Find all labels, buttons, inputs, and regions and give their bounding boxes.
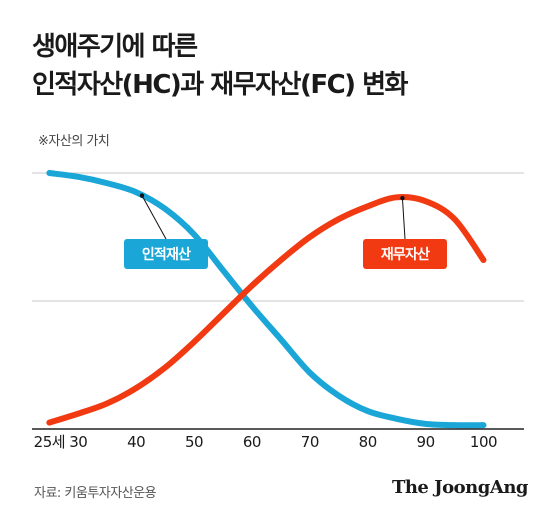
- x-tick-label: 30: [69, 433, 87, 451]
- series-label-1: 재무자산: [381, 246, 430, 263]
- x-tick-label: 80: [359, 433, 377, 451]
- series-label-0: 인적재산: [142, 246, 191, 263]
- label-leader-0: [141, 195, 167, 240]
- x-tick-label: 100: [470, 433, 497, 451]
- series-label-pill-0: [124, 239, 208, 269]
- x-tick-label: 60: [243, 433, 261, 451]
- series-labels: 인적재산 재무자산: [124, 193, 447, 269]
- label-marker-dot-0: [139, 193, 145, 198]
- series-line-0: [46, 170, 487, 429]
- x-tick-label: 25세: [34, 433, 65, 451]
- x-axis: 25세 30 40 50 60 70 80 90 100: [32, 428, 524, 451]
- chart-title-line1: 생애주기에 따른: [32, 32, 198, 62]
- chart-subtitle: ※자산의 가치: [38, 134, 110, 149]
- x-tick-label: 70: [301, 433, 319, 451]
- x-tick-label: 50: [185, 433, 203, 451]
- label-leader-1: [401, 198, 406, 240]
- source-note: 자료: 키움투자자산운용: [34, 486, 157, 501]
- series-line-1: [46, 194, 487, 426]
- x-tick-label: 90: [417, 433, 435, 451]
- x-tick-label: 40: [127, 433, 145, 451]
- label-marker-dot-1: [400, 195, 405, 201]
- brand-logo: The JoongAng: [391, 477, 529, 498]
- series-layer: [46, 170, 487, 429]
- series-label-pill-1: [363, 239, 447, 269]
- chart-title-line2: 인적자산(HC)과 재무자산(FC) 변화: [32, 70, 408, 100]
- grid-layer: [32, 172, 524, 302]
